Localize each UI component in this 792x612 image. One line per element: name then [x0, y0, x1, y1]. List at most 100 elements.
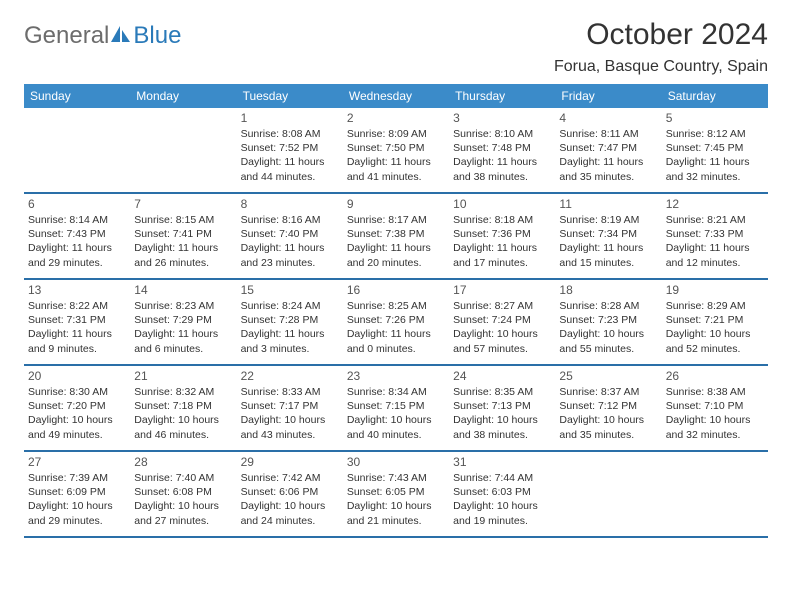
day-number: 1 [241, 111, 339, 125]
day-number: 7 [134, 197, 232, 211]
empty-cell [130, 108, 236, 192]
day-cell: 21 Sunrise: 8:32 AMSunset: 7:18 PMDayligh… [130, 366, 236, 450]
day-details: Sunrise: 8:15 AMSunset: 7:41 PMDaylight:… [134, 213, 232, 270]
day-number: 18 [559, 283, 657, 297]
day-details: Sunrise: 7:43 AMSunset: 6:05 PMDaylight:… [347, 471, 445, 528]
day-number: 29 [241, 455, 339, 469]
day-number: 25 [559, 369, 657, 383]
day-cell: 16 Sunrise: 8:25 AMSunset: 7:26 PMDayligh… [343, 280, 449, 364]
day-details: Sunrise: 8:34 AMSunset: 7:15 PMDaylight:… [347, 385, 445, 442]
weeks-container: 1 Sunrise: 8:08 AMSunset: 7:52 PMDaylight… [24, 108, 768, 538]
day-details: Sunrise: 8:14 AMSunset: 7:43 PMDaylight:… [28, 213, 126, 270]
dow-cell: Monday [130, 84, 236, 108]
day-of-week-header: SundayMondayTuesdayWednesdayThursdayFrid… [24, 84, 768, 108]
day-cell: 2 Sunrise: 8:09 AMSunset: 7:50 PMDaylight… [343, 108, 449, 192]
day-number: 13 [28, 283, 126, 297]
day-number: 30 [347, 455, 445, 469]
day-cell: 25 Sunrise: 8:37 AMSunset: 7:12 PMDayligh… [555, 366, 661, 450]
week-row: 13Sunrise: 8:22 AMSunset: 7:31 PMDayligh… [24, 280, 768, 366]
dow-cell: Wednesday [343, 84, 449, 108]
day-cell: 31Sunrise: 7:44 AMSunset: 6:03 PMDayligh… [449, 452, 555, 536]
day-details: Sunrise: 8:33 AMSunset: 7:17 PMDaylight:… [241, 385, 339, 442]
day-details: Sunrise: 7:39 AMSunset: 6:09 PMDaylight:… [28, 471, 126, 528]
day-details: Sunrise: 8:27 AMSunset: 7:24 PMDaylight:… [453, 299, 551, 356]
dow-cell: Tuesday [237, 84, 343, 108]
day-number: 22 [241, 369, 339, 383]
day-cell: 28 Sunrise: 7:40 AMSunset: 6:08 PMDayligh… [130, 452, 236, 536]
logo: General Blue [24, 18, 181, 50]
day-number: 11 [559, 197, 657, 211]
day-number: 12 [666, 197, 764, 211]
day-number: 19 [666, 283, 764, 297]
day-details: Sunrise: 8:29 AMSunset: 7:21 PMDaylight:… [666, 299, 764, 356]
day-cell: 18Sunrise: 8:28 AMSunset: 7:23 PMDayligh… [555, 280, 661, 364]
day-details: Sunrise: 8:23 AMSunset: 7:29 PMDaylight:… [134, 299, 232, 356]
day-number: 17 [453, 283, 551, 297]
day-number: 3 [453, 111, 551, 125]
day-number: 24 [453, 369, 551, 383]
day-number: 10 [453, 197, 551, 211]
day-number: 5 [666, 111, 764, 125]
day-number: 20 [28, 369, 126, 383]
day-number: 16 [347, 283, 445, 297]
day-cell: 26 Sunrise: 8:38 AMSunset: 7:10 PMDayligh… [662, 366, 768, 450]
day-cell: 14 Sunrise: 8:23 AMSunset: 7:29 PMDayligh… [130, 280, 236, 364]
day-number: 28 [134, 455, 232, 469]
day-number: 27 [28, 455, 126, 469]
day-details: Sunrise: 8:25 AMSunset: 7:26 PMDaylight:… [347, 299, 445, 356]
day-cell: 17 Sunrise: 8:27 AMSunset: 7:24 PMDayligh… [449, 280, 555, 364]
day-details: Sunrise: 8:37 AMSunset: 7:12 PMDaylight:… [559, 385, 657, 442]
day-cell: 29 Sunrise: 7:42 AMSunset: 6:06 PMDayligh… [237, 452, 343, 536]
dow-cell: Sunday [24, 84, 130, 108]
day-cell: 15Sunrise: 8:24 AMSunset: 7:28 PMDayligh… [237, 280, 343, 364]
day-cell: 9 Sunrise: 8:17 AMSunset: 7:38 PMDaylight… [343, 194, 449, 278]
week-row: 6 Sunrise: 8:14 AMSunset: 7:43 PMDaylight… [24, 194, 768, 280]
day-details: Sunrise: 8:11 AMSunset: 7:47 PMDaylight:… [559, 127, 657, 184]
day-cell: 11Sunrise: 8:19 AMSunset: 7:34 PMDayligh… [555, 194, 661, 278]
day-cell: 24 Sunrise: 8:35 AMSunset: 7:13 PMDayligh… [449, 366, 555, 450]
day-number: 9 [347, 197, 445, 211]
calendar: SundayMondayTuesdayWednesdayThursdayFrid… [24, 84, 768, 538]
day-cell: 5 Sunrise: 8:12 AMSunset: 7:45 PMDaylight… [662, 108, 768, 192]
day-number: 8 [241, 197, 339, 211]
week-row: 27 Sunrise: 7:39 AMSunset: 6:09 PMDayligh… [24, 452, 768, 538]
day-cell: 8Sunrise: 8:16 AMSunset: 7:40 PMDaylight… [237, 194, 343, 278]
week-row: 20 Sunrise: 8:30 AMSunset: 7:20 PMDayligh… [24, 366, 768, 452]
day-details: Sunrise: 7:40 AMSunset: 6:08 PMDaylight:… [134, 471, 232, 528]
day-details: Sunrise: 8:35 AMSunset: 7:13 PMDaylight:… [453, 385, 551, 442]
day-details: Sunrise: 8:08 AMSunset: 7:52 PMDaylight:… [241, 127, 339, 184]
day-details: Sunrise: 8:09 AMSunset: 7:50 PMDaylight:… [347, 127, 445, 184]
day-details: Sunrise: 8:38 AMSunset: 7:10 PMDaylight:… [666, 385, 764, 442]
day-cell: 22 Sunrise: 8:33 AMSunset: 7:17 PMDayligh… [237, 366, 343, 450]
day-details: Sunrise: 7:44 AMSunset: 6:03 PMDaylight:… [453, 471, 551, 528]
day-details: Sunrise: 8:12 AMSunset: 7:45 PMDaylight:… [666, 127, 764, 184]
day-cell: 10Sunrise: 8:18 AMSunset: 7:36 PMDayligh… [449, 194, 555, 278]
day-number: 4 [559, 111, 657, 125]
day-details: Sunrise: 8:30 AMSunset: 7:20 PMDaylight:… [28, 385, 126, 442]
day-cell: 20 Sunrise: 8:30 AMSunset: 7:20 PMDayligh… [24, 366, 130, 450]
day-number: 21 [134, 369, 232, 383]
month-title: October 2024 [554, 18, 768, 52]
logo-text-1: General [24, 22, 109, 50]
day-number: 6 [28, 197, 126, 211]
empty-cell [555, 452, 661, 536]
day-cell: 3Sunrise: 8:10 AMSunset: 7:48 PMDaylight… [449, 108, 555, 192]
day-number: 23 [347, 369, 445, 383]
empty-cell [662, 452, 768, 536]
dow-cell: Saturday [662, 84, 768, 108]
day-details: Sunrise: 8:21 AMSunset: 7:33 PMDaylight:… [666, 213, 764, 270]
empty-cell [24, 108, 130, 192]
day-details: Sunrise: 8:17 AMSunset: 7:38 PMDaylight:… [347, 213, 445, 270]
week-row: 1 Sunrise: 8:08 AMSunset: 7:52 PMDaylight… [24, 108, 768, 194]
logo-text-2: Blue [133, 22, 181, 50]
day-number: 15 [241, 283, 339, 297]
day-number: 26 [666, 369, 764, 383]
day-cell: 23 Sunrise: 8:34 AMSunset: 7:15 PMDayligh… [343, 366, 449, 450]
day-cell: 30 Sunrise: 7:43 AMSunset: 6:05 PMDayligh… [343, 452, 449, 536]
day-details: Sunrise: 7:42 AMSunset: 6:06 PMDaylight:… [241, 471, 339, 528]
title-block: October 2024 Forua, Basque Country, Spai… [554, 18, 768, 76]
day-number: 14 [134, 283, 232, 297]
day-number: 2 [347, 111, 445, 125]
day-details: Sunrise: 8:32 AMSunset: 7:18 PMDaylight:… [134, 385, 232, 442]
day-cell: 4 Sunrise: 8:11 AMSunset: 7:47 PMDaylight… [555, 108, 661, 192]
